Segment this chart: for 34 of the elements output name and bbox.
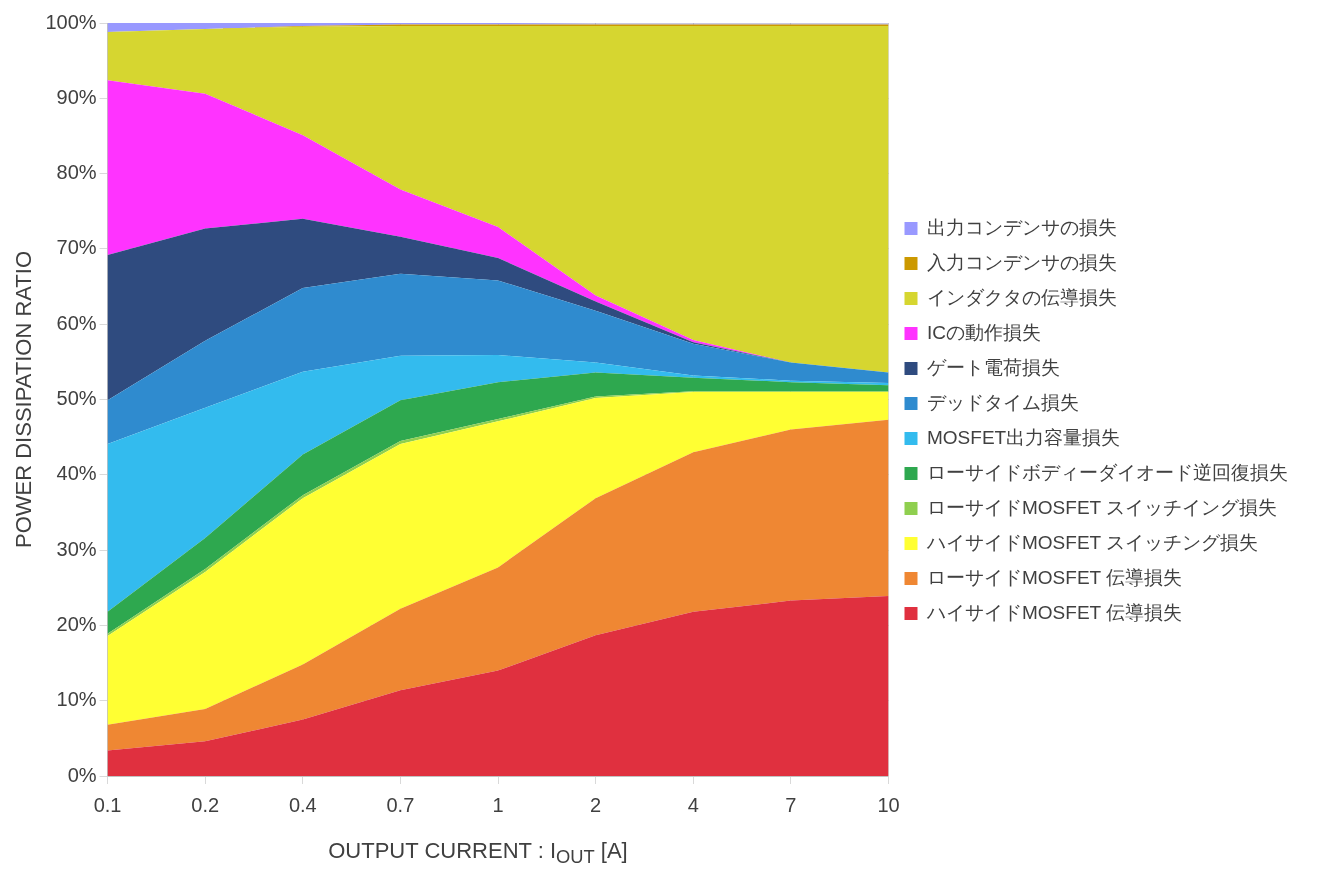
y-tick-label: 50% [56,387,97,410]
y-tick-label: 40% [56,462,97,485]
legend-label: ハイサイドMOSFET スイッチング損失 [926,531,1259,553]
legend-label: ICの動作損失 [927,321,1041,343]
x-tick-label: 1 [492,793,504,816]
y-tick-label: 70% [56,236,97,259]
x-tick-label: 4 [687,793,699,816]
x-tick-label: 0.7 [386,793,415,816]
x-tick-label: 0.4 [288,793,317,816]
legend-label: ローサイドボディーダイオード逆回復損失 [927,461,1288,483]
y-tick-label: 0% [67,763,97,786]
x-tick-label: 2 [590,793,602,816]
y-tick-label: 20% [56,612,97,635]
y-tick-label: 80% [56,161,97,184]
y-tick-label: 10% [56,688,97,711]
y-tick-label: 100% [45,10,97,33]
x-tick-label: 10 [877,793,900,816]
x-axis-title: OUTPUT CURRENT : I$_{OUT}$ [A] [327,838,629,869]
legend-label: ローサイドMOSFET 伝導損失 [927,566,1183,588]
legend-label: 入力コンデンサの損失 [927,251,1117,273]
legend-label: インダクタの伝導損失 [927,286,1117,308]
legend-label: ゲート電荷損失 [927,356,1060,378]
x-tick-label: 0.2 [191,793,220,816]
y-tick-label: 90% [56,85,97,108]
legend-label: MOSFET出力容量損失 [927,426,1121,448]
legend-label: デッドタイム損失 [927,391,1079,413]
legend-label: 出力コンデンサの損失 [927,216,1117,238]
y-tick-label: 60% [56,311,97,334]
y-axis-title: POWER DISSIPATION RATIO [11,250,37,549]
x-tick-label: 0.1 [93,793,122,816]
legend-label: ハイサイドMOSFET 伝導損失 [926,601,1183,623]
y-tick-label: 30% [56,537,97,560]
legend-label: ローサイドMOSFET スイッチイング損失 [927,496,1278,518]
x-tick-label: 7 [785,793,797,816]
